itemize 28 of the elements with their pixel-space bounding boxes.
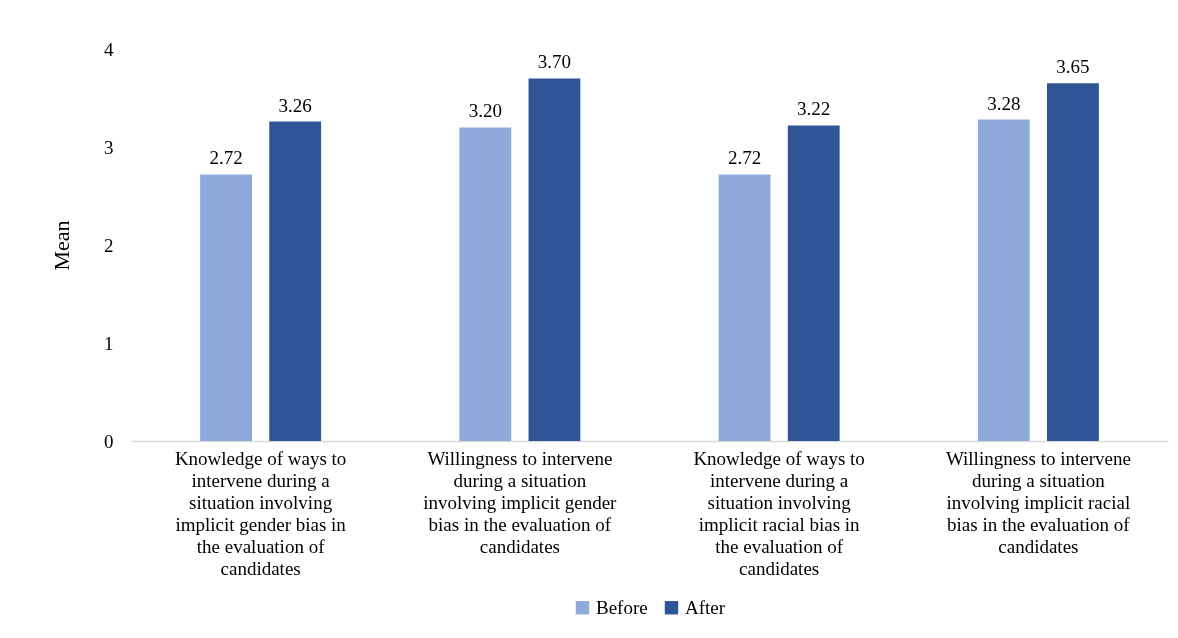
bar bbox=[977, 119, 1030, 441]
bar bbox=[787, 125, 840, 441]
data-label: 2.72 bbox=[727, 147, 762, 169]
x-tick-label: Willingness to intervene during a situation involving implicit gender bias in the evaluation of candidates bbox=[423, 447, 618, 557]
data-label: 2.72 bbox=[209, 147, 243, 169]
y-tick-label: 2 bbox=[104, 234, 114, 256]
x-tick-label: Knowledge of ways to intervene during a situation involving implicit racial bias in the evaluation of candidates bbox=[693, 447, 865, 579]
bar bbox=[1047, 83, 1099, 441]
bar bbox=[459, 127, 512, 441]
data-label: 3.70 bbox=[537, 51, 572, 73]
x-tick-label: Knowledge of ways to intervene during a situation involving implicit gender bias in the evaluation of candidates bbox=[174, 447, 347, 579]
data-label: 3.22 bbox=[797, 98, 831, 120]
y-tick-label: 1 bbox=[104, 332, 114, 354]
bar bbox=[528, 78, 581, 441]
x-tick-label: Willingness to intervene during a situation involving implicit racial bias in the evaluation of candidates bbox=[945, 447, 1131, 557]
data-label: 3.28 bbox=[987, 92, 1021, 114]
data-label: 3.26 bbox=[278, 94, 312, 116]
y-tick-label: 3 bbox=[104, 136, 114, 158]
y-tick-label: 0 bbox=[104, 430, 114, 452]
y-tick-label: 4 bbox=[104, 38, 114, 60]
bar bbox=[269, 121, 322, 441]
data-label: 3.20 bbox=[468, 100, 502, 122]
bar bbox=[718, 174, 771, 441]
legend-label: After bbox=[685, 596, 726, 618]
data-label: 3.65 bbox=[1056, 56, 1090, 78]
bar bbox=[200, 174, 252, 441]
y-axis-title: Mean bbox=[49, 220, 74, 271]
legend-label: Before bbox=[596, 596, 648, 618]
